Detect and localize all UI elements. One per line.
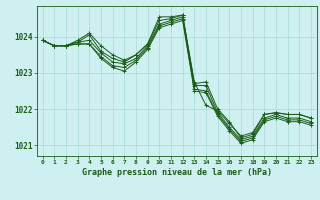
X-axis label: Graphe pression niveau de la mer (hPa): Graphe pression niveau de la mer (hPa)	[82, 168, 272, 177]
